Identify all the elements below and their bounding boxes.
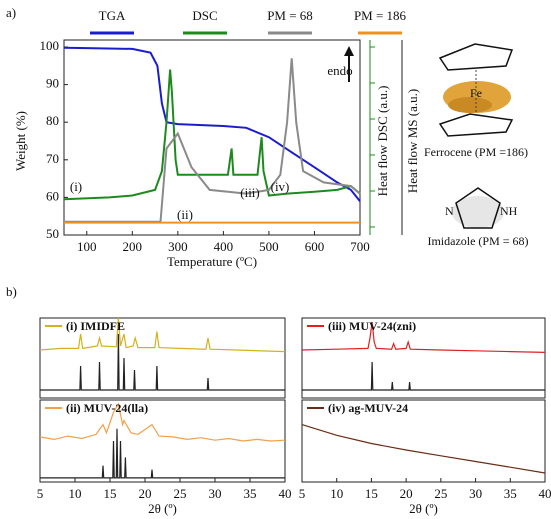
y2-axis-title: Heat flow DSC (a.u.) xyxy=(375,86,390,197)
x-tick-label: 5 xyxy=(37,486,44,501)
imidazole xyxy=(452,188,504,228)
y3-axis-title: Heat flow MS (a.u.) xyxy=(405,89,420,193)
x-tick-label: 10 xyxy=(69,486,82,501)
x-tick-label: 15 xyxy=(365,486,378,501)
atom-label: NH xyxy=(500,204,518,218)
legend-label: DSC xyxy=(192,8,217,23)
x-tick-label: 20 xyxy=(139,486,152,501)
data-line xyxy=(40,334,285,390)
endo-arrowhead xyxy=(344,46,354,56)
x-tick-label: 30 xyxy=(209,486,222,501)
data-line xyxy=(302,425,545,473)
x-tick-label: 5 xyxy=(299,486,306,501)
legend-label: PM = 68 xyxy=(267,8,313,23)
y-axis-title: Weight (%) xyxy=(13,111,28,171)
legend-label: (iv) ag-MUV-24 xyxy=(328,401,408,415)
x-axis-title: 2θ (º) xyxy=(409,501,438,516)
x-tick-label: 20 xyxy=(400,486,413,501)
annotation: (iii) xyxy=(240,185,260,200)
x-tick-label: 35 xyxy=(244,486,257,501)
atom-label: N xyxy=(445,204,454,218)
annotation: (ii) xyxy=(177,207,193,222)
x-axis-title: 2θ (º) xyxy=(148,501,177,516)
legend-label: (iii) MUV-24(zni) xyxy=(328,319,416,333)
figure: a) b) Fe Ferrocene (PM =186) N NH Imidaz… xyxy=(0,0,551,519)
x-tick-label: 700 xyxy=(350,239,370,254)
x-axis-title: Temperature (ºC) xyxy=(167,254,257,269)
legend-label: TGA xyxy=(99,8,126,23)
x-tick-label: 100 xyxy=(77,239,97,254)
structure-caption: Imidazole (PM = 68) xyxy=(427,234,528,248)
x-tick-label: 400 xyxy=(214,239,234,254)
x-tick-label: 200 xyxy=(123,239,143,254)
x-tick-label: 30 xyxy=(469,486,482,501)
y-tick-label: 90 xyxy=(46,76,59,91)
annotation: (i) xyxy=(70,179,82,194)
x-tick-label: 25 xyxy=(174,486,187,501)
data-line xyxy=(64,70,360,200)
x-tick-label: 35 xyxy=(504,486,517,501)
panel-label: a) xyxy=(6,5,16,20)
y-tick-label: 100 xyxy=(40,38,60,53)
x-tick-label: 15 xyxy=(104,486,117,501)
x-tick-label: 25 xyxy=(434,486,447,501)
x-tick-label: 40 xyxy=(539,486,551,501)
panel-label: b) xyxy=(6,284,17,299)
y-tick-label: 80 xyxy=(46,113,59,128)
y-tick-label: 60 xyxy=(46,188,59,203)
annotation: (iv) xyxy=(271,179,290,194)
legend-label: (ii) MUV-24(lla) xyxy=(66,401,148,415)
atom-label: Fe xyxy=(470,86,482,100)
x-tick-label: 300 xyxy=(168,239,188,254)
legend-label: PM = 186 xyxy=(354,8,407,23)
structure-caption: Ferrocene (PM =186) xyxy=(424,145,528,159)
x-tick-label: 40 xyxy=(279,486,292,501)
x-tick-label: 10 xyxy=(330,486,343,501)
y-tick-label: 70 xyxy=(46,151,59,166)
plot-frame xyxy=(64,40,360,235)
data-line xyxy=(302,362,545,390)
x-tick-label: 500 xyxy=(259,239,279,254)
y-tick-label: 50 xyxy=(46,226,59,241)
x-tick-label: 600 xyxy=(305,239,325,254)
legend-label: (i) IMIDFE xyxy=(66,319,125,333)
